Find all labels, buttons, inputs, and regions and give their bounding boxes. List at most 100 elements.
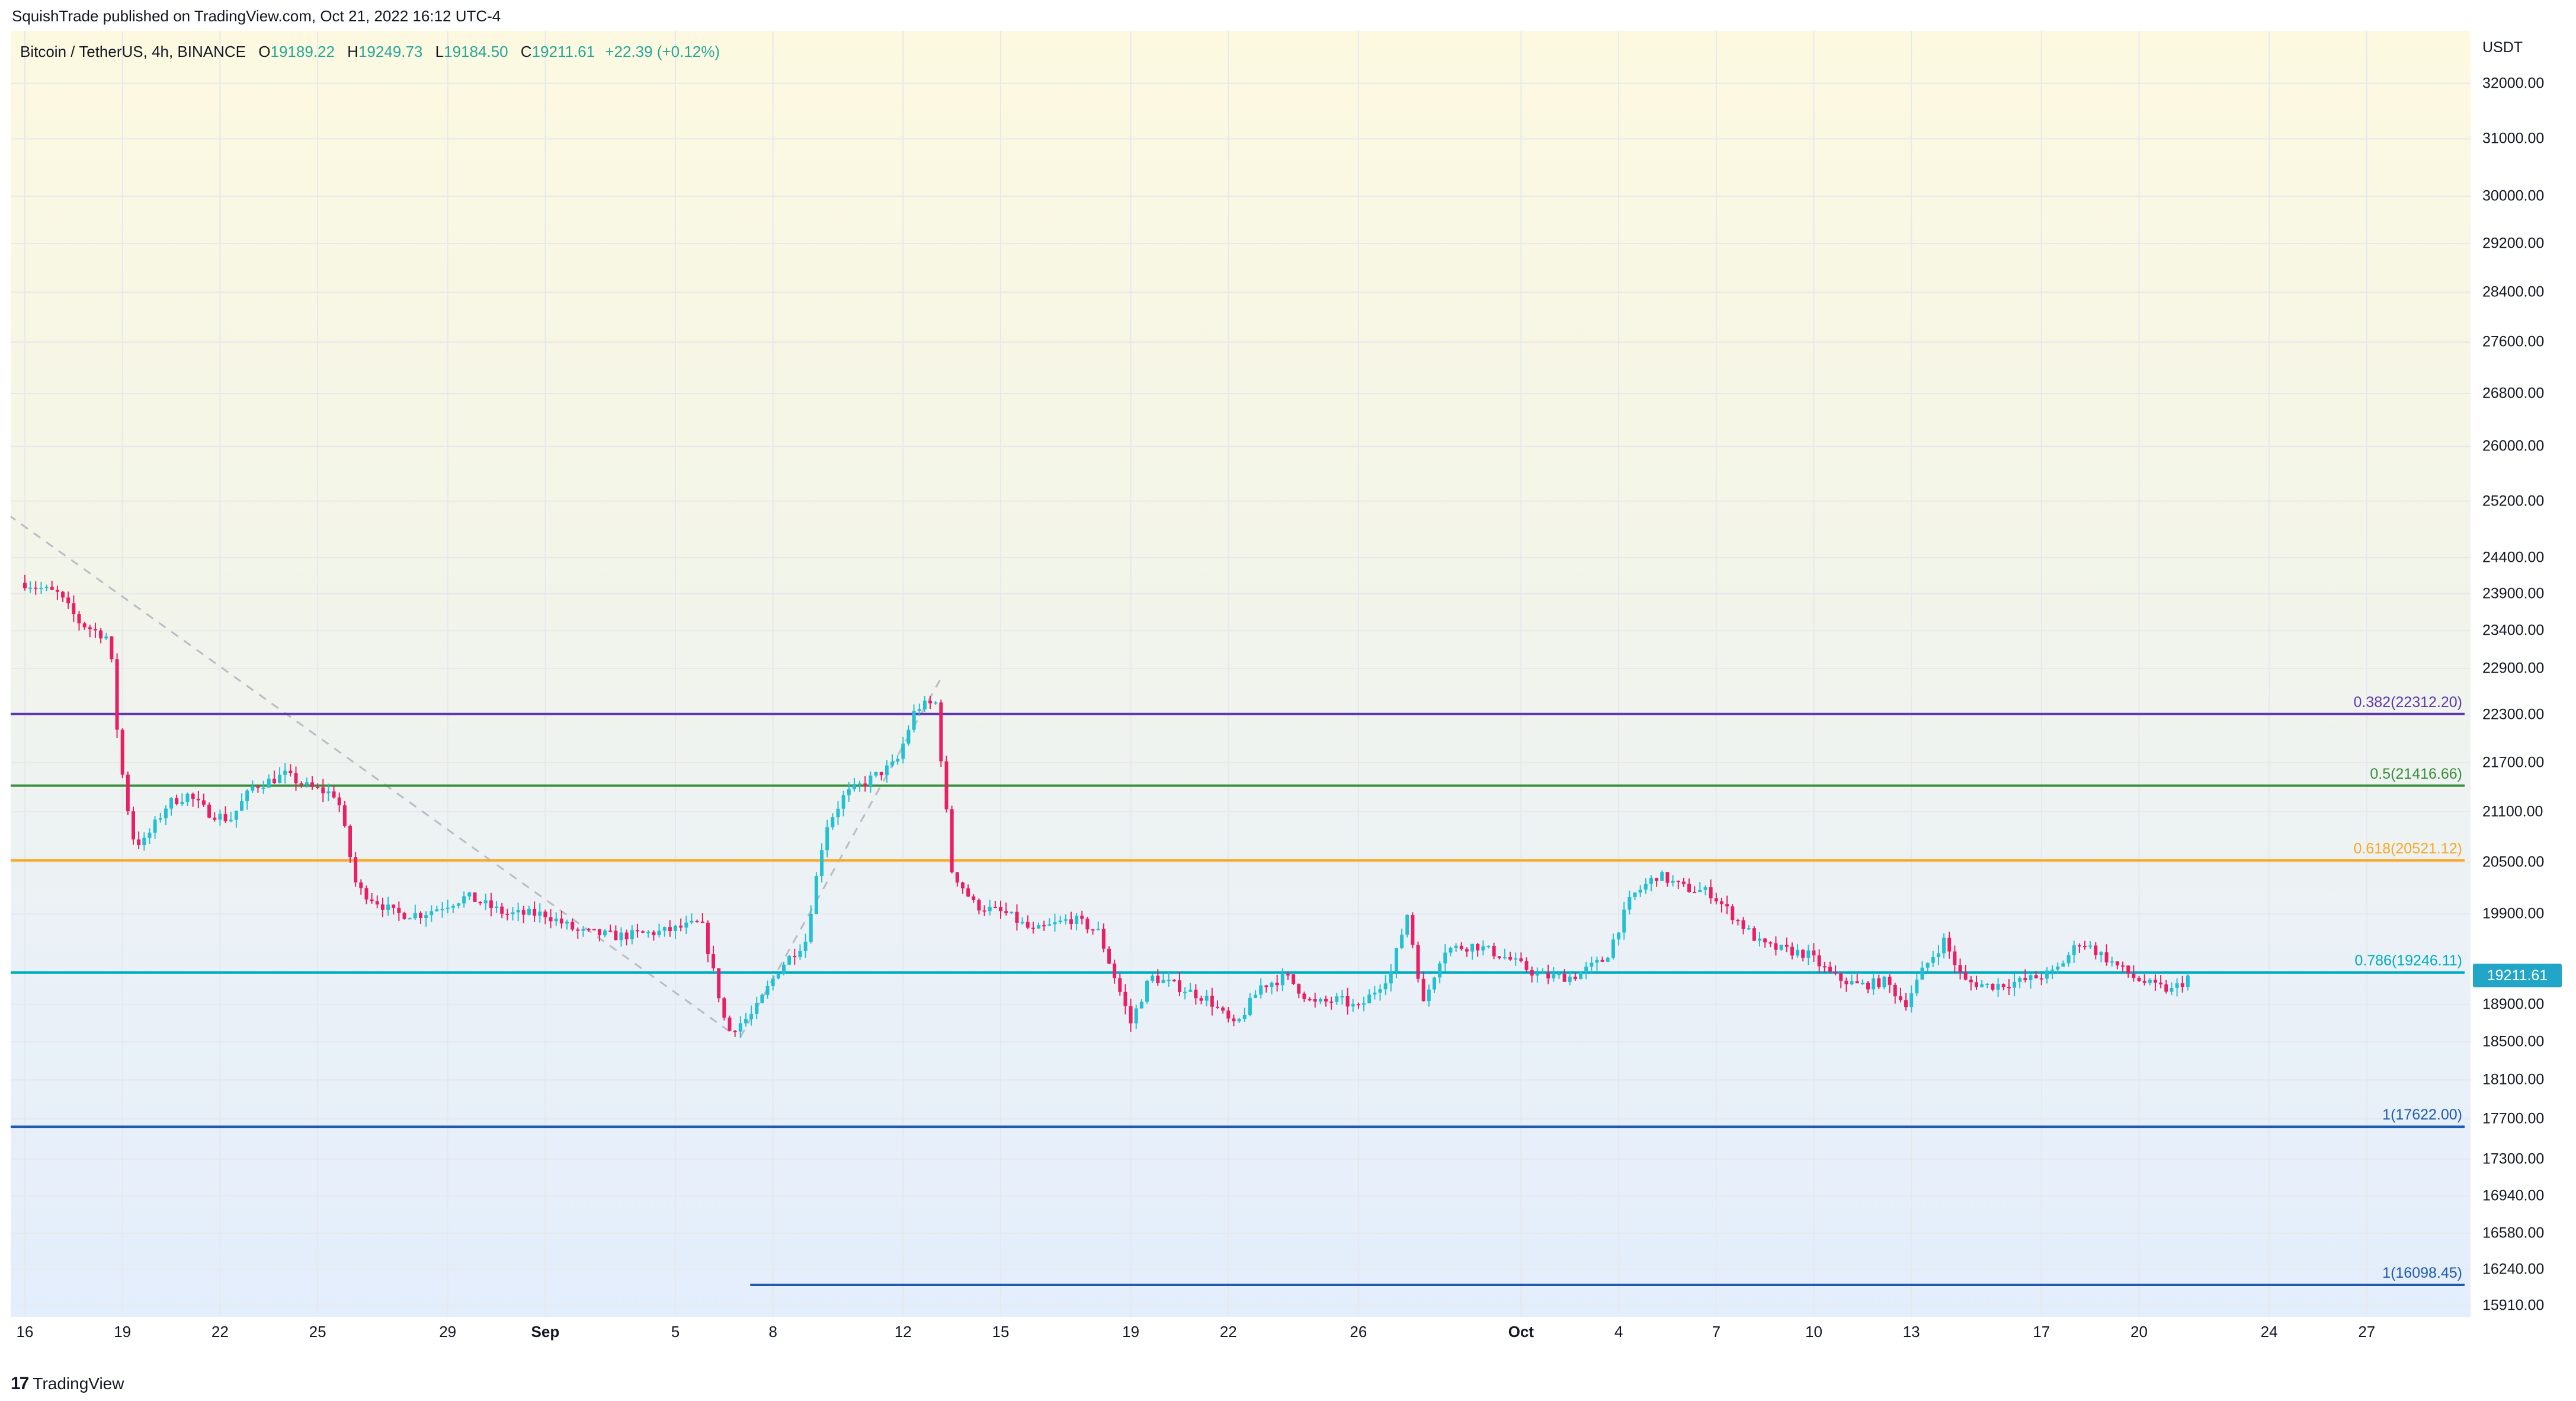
candle [847,782,851,802]
price-tick-label: 18900.00 [2482,996,2545,1013]
legend-high-value: 19249.73 [358,43,423,60]
candle [1996,977,2000,997]
candle [1627,890,1632,914]
price-axis[interactable]: USDT 32000.00 31000.00 30000.00 29200.00 284… [2471,31,2576,1317]
candle [2034,971,2038,979]
symbol-title[interactable]: Bitcoin / TetherUS, 4h, BINANCE [20,43,246,60]
candle [2094,942,2098,959]
candle [1167,971,1171,987]
candle [408,917,412,920]
fib-level-label: 1(16098.45) [2382,1265,2462,1282]
candle [1335,993,1339,1005]
candle [272,770,276,785]
candle [397,901,401,921]
candle [267,774,271,788]
candle [1687,878,1691,893]
candle [1264,984,1268,993]
candle [2013,973,2017,997]
candle [972,894,976,903]
candle [2137,975,2141,982]
candle [169,797,174,816]
candle [418,911,422,924]
candle [1416,941,1420,983]
candle [565,919,569,930]
candle [1671,875,1675,887]
candle [2159,975,2163,989]
legend-close-key: C [520,43,532,60]
fib-level-label: 0.382(22312.20) [2353,693,2462,711]
candle [1731,904,1735,925]
chart-plot-area[interactable]: Bitcoin / TetherUS, 4h, BINANCE O19189.2… [11,31,2471,1317]
candle [310,776,314,790]
candle [879,772,883,781]
candle [99,628,103,644]
candle [1953,945,1957,974]
candle [223,806,228,824]
candle [1855,974,1859,984]
candle [646,930,651,938]
candle [1557,971,1561,979]
candle [1758,932,1761,947]
brand-footer: 17 TradingView [11,1374,124,1394]
candle [652,930,656,941]
candle [809,905,813,944]
candle [1600,957,1604,962]
candle [2029,974,2033,989]
candle [928,696,933,709]
candle [1660,870,1664,881]
trend-line[interactable] [739,676,943,1038]
candle [142,832,146,851]
candle [489,893,493,917]
price-tick-label: 17700.00 [2482,1110,2545,1127]
candle [1725,895,1729,914]
candle [533,901,537,922]
candle [77,611,81,631]
price-tick-label: 30000.00 [2482,187,2545,204]
candle [782,961,786,975]
candle [939,699,943,767]
candle [435,906,439,912]
candle [50,580,54,590]
time-tick-label: 20 [2130,1323,2148,1341]
candle [321,779,325,802]
candle [814,872,818,914]
price-tick-label: 20500.00 [2482,853,2545,871]
candle [1345,987,1350,1015]
time-tick-label: 8 [768,1323,777,1341]
candle [110,636,114,663]
time-axis[interactable]: 16 19 22 25 29 Sep 5 8 12 15 19 22 26 Oct 4 7 10 13 17 20 24… [11,1317,2471,1346]
candle [1318,997,1322,1005]
candle [1091,929,1095,935]
candle [2104,944,2109,966]
candle [2061,960,2065,967]
candle [1975,975,1978,990]
candle [191,792,195,807]
candle [630,925,634,945]
candle [668,920,672,937]
candle [185,792,190,806]
candle [1324,995,1328,1007]
candle [1145,980,1149,1004]
price-tick-label: 25200.00 [2482,492,2545,510]
candle [1541,968,1545,974]
candle [858,781,862,792]
candle [82,622,86,630]
time-tick-label: 5 [671,1323,680,1341]
candle [164,805,168,826]
candle [1936,945,1940,965]
candle [294,766,298,791]
candlestick-chart[interactable] [11,31,2471,1317]
candle [2148,978,2152,986]
candle [749,1005,754,1026]
trend-line[interactable] [11,515,732,1034]
candle [1151,974,1155,983]
time-tick-label: 29 [439,1323,457,1341]
candle [1015,904,1019,931]
candle [2007,979,2011,996]
candles [23,574,2190,1038]
legend-open-value: 19189.22 [270,43,335,60]
candle [1584,961,1588,980]
candle [1486,945,1491,949]
candle [581,926,585,937]
candle [1297,983,1301,999]
